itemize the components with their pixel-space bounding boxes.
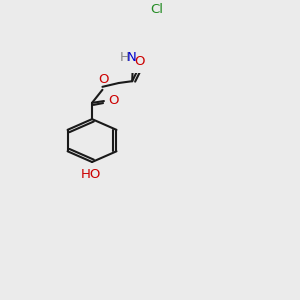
Text: HO: HO	[80, 168, 101, 181]
Text: O: O	[134, 55, 144, 68]
Text: O: O	[108, 94, 118, 107]
Text: H: H	[119, 51, 129, 64]
Text: O: O	[98, 74, 109, 86]
Text: Cl: Cl	[150, 3, 163, 16]
Text: N: N	[126, 51, 136, 64]
